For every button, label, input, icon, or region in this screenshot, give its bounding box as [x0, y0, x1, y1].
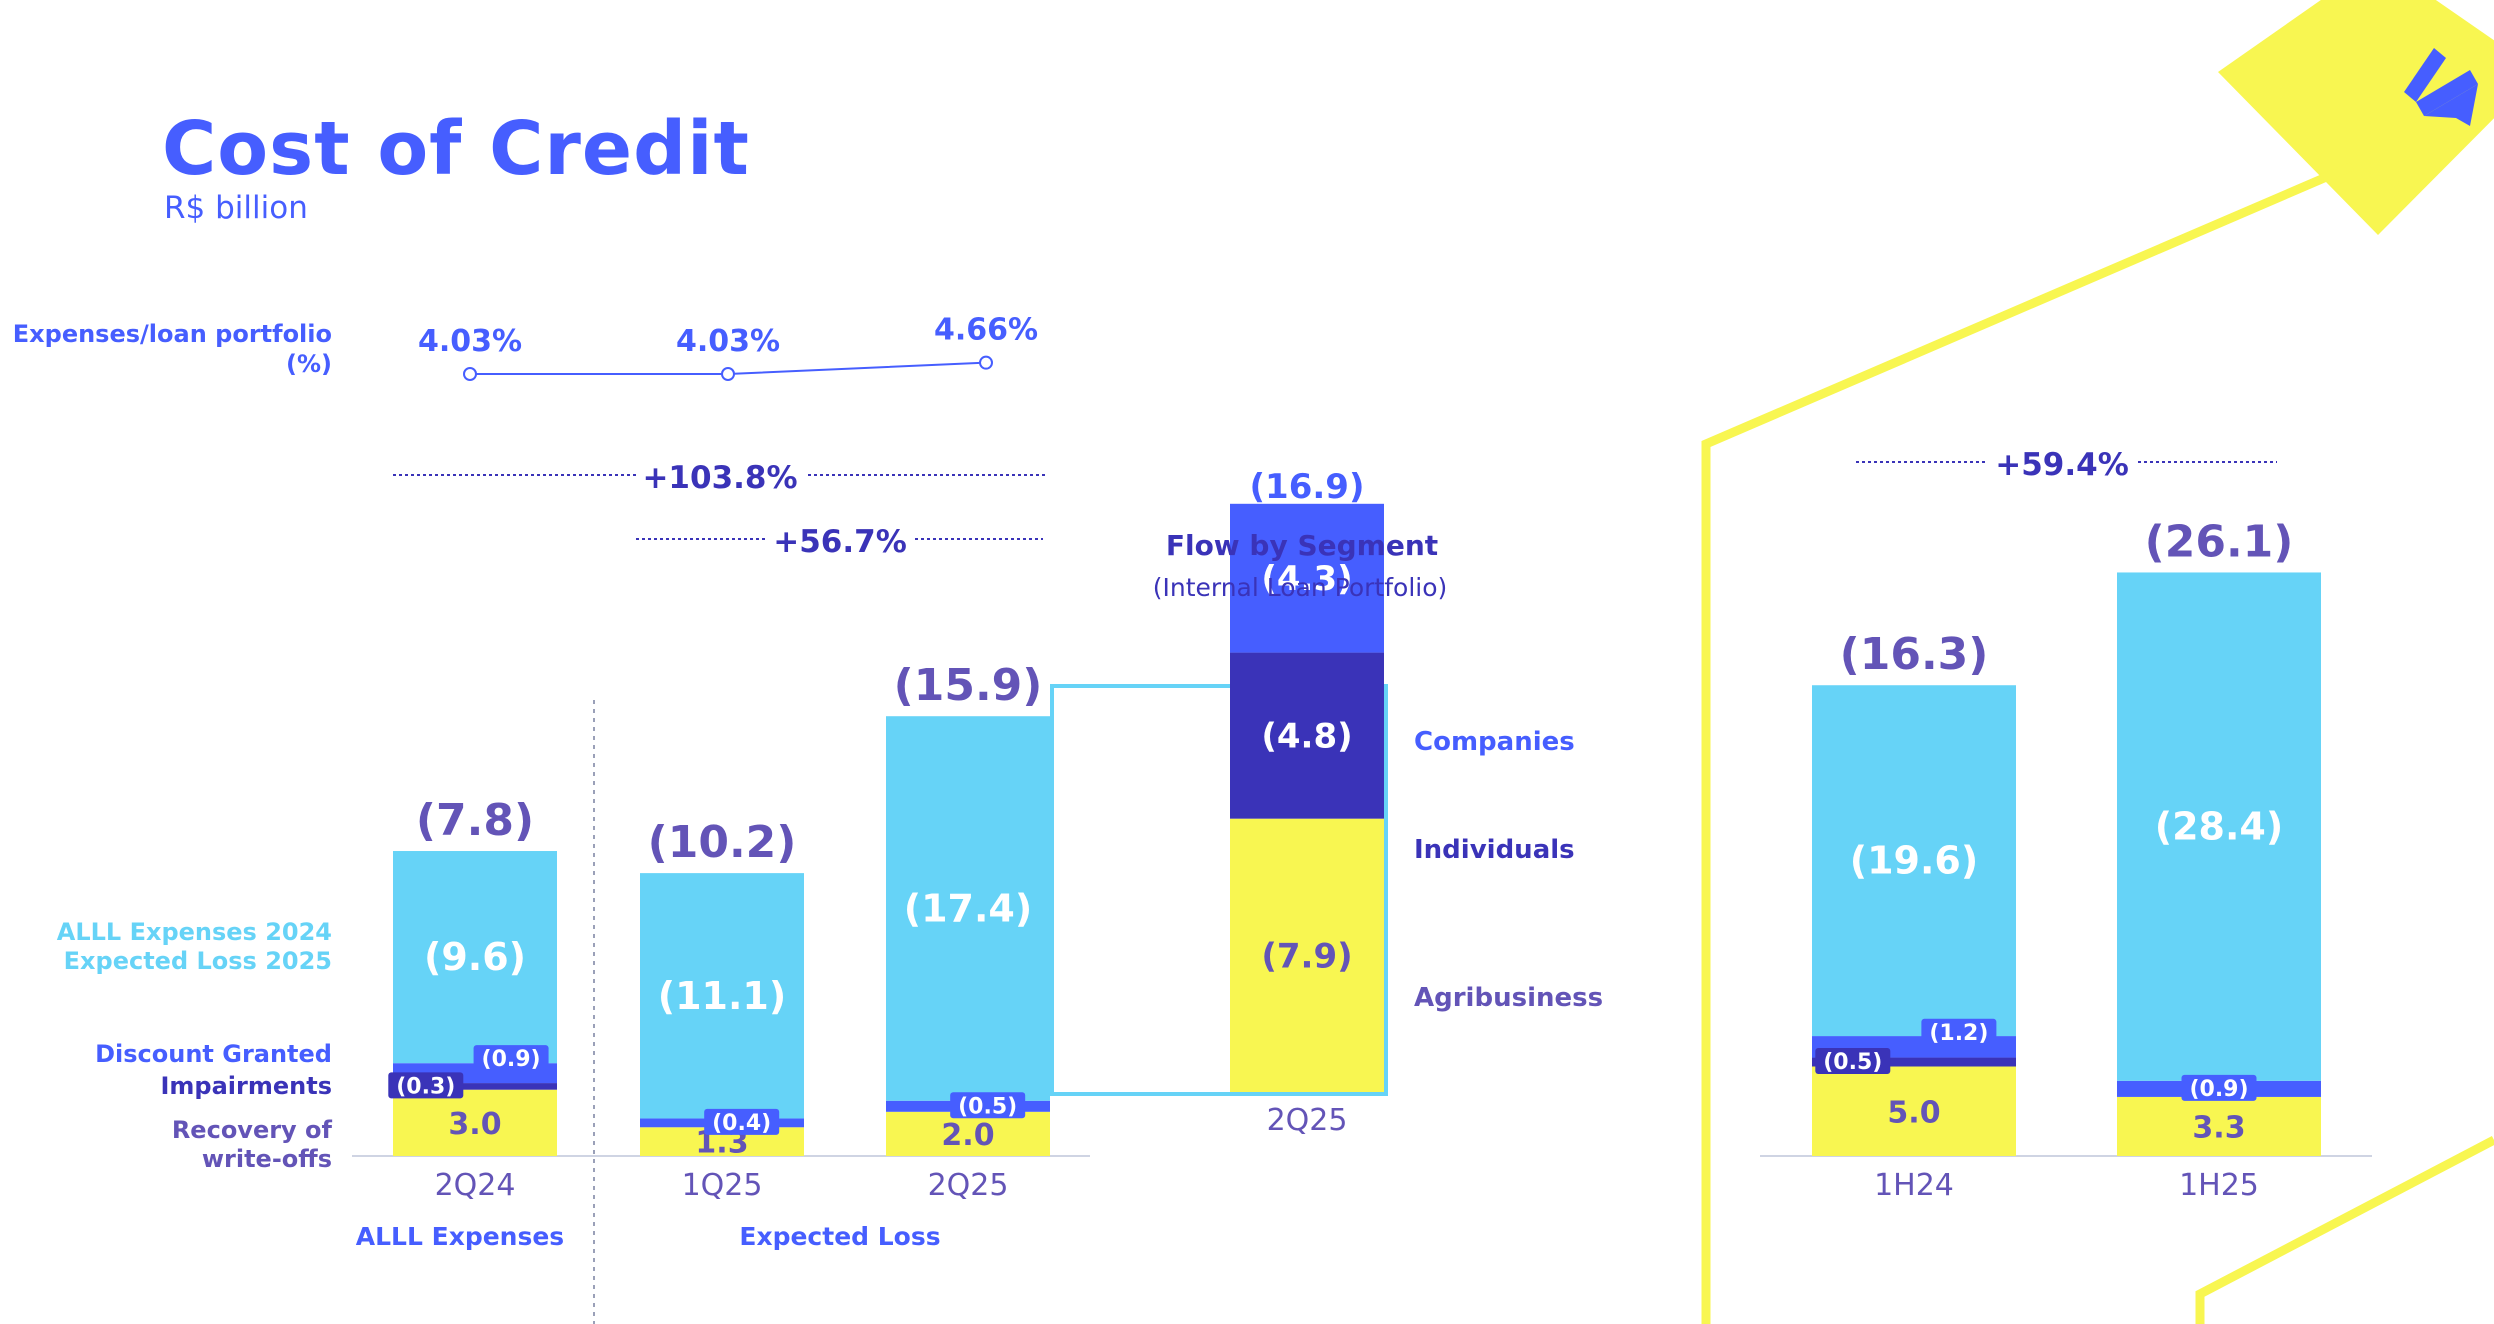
- bar-alll-label: (19.6): [1850, 839, 1979, 883]
- bar-discount-label: (0.4): [712, 1111, 771, 1136]
- bar-total-label: (26.1): [2145, 516, 2294, 567]
- bar-impairments-label: (0.5): [1823, 1050, 1882, 1075]
- ratio-point: [979, 355, 993, 370]
- bar-discount-label: (1.2): [1929, 1021, 1988, 1046]
- segment-bar-companies: [1230, 503, 1384, 653]
- bar-recovery-label: 3.0: [448, 1107, 501, 1142]
- bar-alll-2Q24: [393, 851, 557, 1064]
- segment-companies-label: Companies: [1414, 727, 1575, 757]
- segment-value-agribusiness: (7.9): [1261, 936, 1352, 976]
- growth-567-label: +56.7%: [773, 524, 907, 560]
- bar-total-label: (7.8): [416, 795, 534, 846]
- x-tick-label: 2Q24: [435, 1168, 516, 1203]
- segment-individuals-label: Individuals: [1414, 835, 1575, 865]
- legend-impairments: Impairments: [160, 1072, 332, 1100]
- bar-recovery-2Q25: [886, 1111, 1050, 1156]
- legend-alll-line2: Expected Loss 2025: [64, 947, 332, 975]
- bar-impairments-1H24: [1812, 1057, 2016, 1067]
- bar-total-label: (16.3): [1840, 629, 1989, 680]
- bar-discount-label-box: [1921, 1018, 1997, 1045]
- bar-impairments-label-box: [1815, 1048, 1891, 1075]
- bank-logo-icon: [2404, 48, 2478, 126]
- bar-alll-label: (17.4): [904, 886, 1033, 930]
- bar-alll-label: (9.6): [424, 935, 526, 979]
- bar-discount-label-box: [950, 1092, 1026, 1119]
- bar-alll-1H25: [2117, 572, 2321, 1081]
- bar-total-label: (10.2): [648, 817, 797, 868]
- growth-1038-label: +103.8%: [642, 460, 797, 496]
- segment-flow-frame: [1050, 684, 1388, 1096]
- segment-agribusiness-label: Agribusiness: [1414, 983, 1603, 1013]
- segment-value-companies: (4.3): [1261, 559, 1352, 599]
- bar-recovery-label: 5.0: [1887, 1095, 1940, 1130]
- legend-recovery-line2: write-offs: [202, 1145, 332, 1173]
- bar-alll-1H24: [1812, 685, 2016, 1037]
- bar-alll-label: (11.1): [658, 974, 787, 1018]
- logo-diamond: [2218, 0, 2494, 235]
- segment-bar-agribusiness: [1230, 818, 1384, 1092]
- ratio-point: [721, 367, 735, 381]
- bar-discount-label-box: [473, 1045, 549, 1072]
- bar-recovery-1H25: [2117, 1096, 2321, 1156]
- ratio-label-line1: Expenses/loan portfolio: [13, 320, 332, 348]
- x-tick-label: 2Q25: [928, 1168, 1009, 1203]
- legend-recovery-line1: Recovery of: [172, 1116, 333, 1144]
- segment-value-individuals: (4.8): [1261, 717, 1352, 757]
- bar-discount-label: (0.9): [482, 1047, 541, 1072]
- segment-total-label: (16.9): [1250, 467, 1365, 507]
- ratio-point-label: 4.66%: [934, 313, 1038, 348]
- x-tick-label: 1Q25: [682, 1168, 763, 1203]
- bar-alll-2Q25: [886, 716, 1050, 1101]
- x-tick-label: 1H25: [2179, 1168, 2259, 1203]
- bar-recovery-1H24: [1812, 1066, 2016, 1156]
- segment-subtitle: (Internal Loan Portfolio): [1153, 573, 1448, 602]
- segment-period-label: 2Q25: [1267, 1103, 1348, 1138]
- x-tick-label: 1H24: [1874, 1168, 1954, 1203]
- bar-discount-label: (0.5): [958, 1094, 1017, 1119]
- bar-impairments-2Q24: [393, 1083, 557, 1090]
- ratio-label-line2: (%): [286, 350, 332, 378]
- group-alll-caption: ALLL Expenses: [356, 1222, 564, 1251]
- group-expected-caption: Expected Loss: [739, 1222, 940, 1251]
- bar-discount-label-box: [2181, 1074, 2257, 1101]
- bar-recovery-2Q24: [393, 1089, 557, 1156]
- page-title: Cost of Credit: [162, 106, 750, 192]
- bar-alll-1Q25: [640, 873, 804, 1119]
- bar-recovery-label: 2.0: [941, 1118, 994, 1153]
- segment-bar-individuals: [1230, 652, 1384, 819]
- ratio-point-label: 4.03%: [676, 324, 780, 359]
- growth-594-label: +59.4%: [1995, 447, 2129, 483]
- ratio-point: [463, 367, 477, 381]
- page-subtitle: R$ billion: [164, 190, 308, 226]
- legend-discount: Discount Granted: [95, 1040, 332, 1068]
- bar-recovery-label: 3.3: [2192, 1110, 2245, 1145]
- segment-title: Flow by Segment: [1166, 529, 1438, 562]
- bar-discount-label: (0.9): [2189, 1077, 2248, 1102]
- bar-impairments-label: (0.3): [396, 1074, 455, 1099]
- bar-impairments-label-box: [388, 1072, 464, 1099]
- frame-line-upper: [1701, 161, 2354, 1324]
- bar-total-label: (15.9): [894, 660, 1043, 711]
- bar-discount-label-box: [704, 1108, 780, 1135]
- legend-alll-line1: ALLL Expenses 2024: [57, 918, 332, 946]
- frame-line-lower: [2195, 1136, 2494, 1324]
- bar-alll-label: (28.4): [2155, 805, 2284, 849]
- ratio-point-label: 4.03%: [418, 324, 522, 359]
